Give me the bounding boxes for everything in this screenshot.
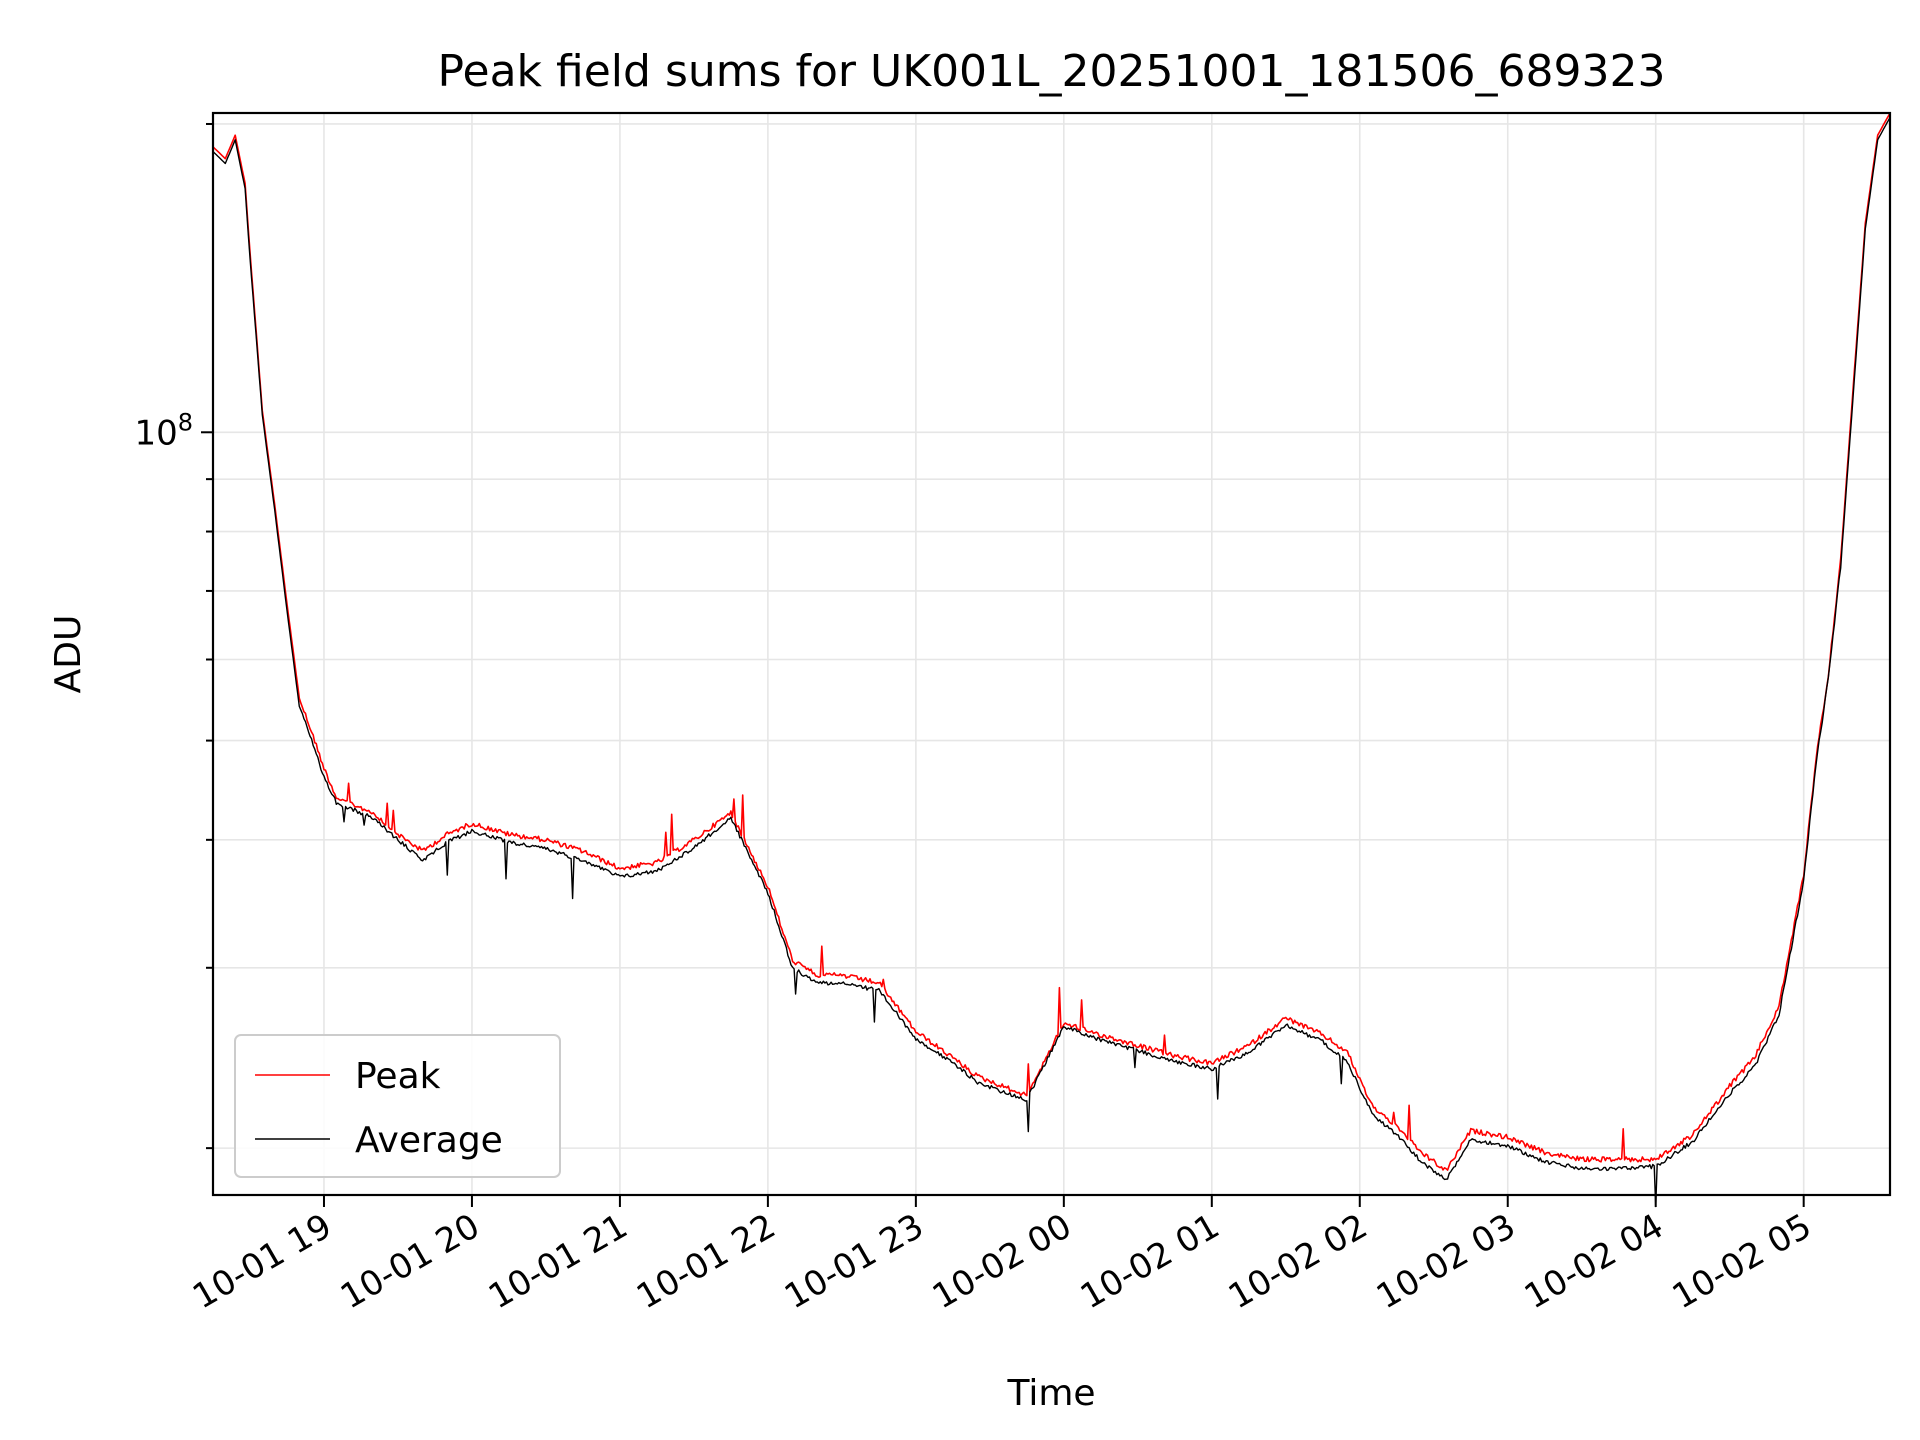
y-axis: 108	[134, 122, 213, 1150]
x-tick-label: 10-02 02	[1222, 1206, 1374, 1317]
x-tick-label: 10-01 19	[186, 1206, 338, 1317]
y-tick-base: 10	[134, 413, 177, 453]
plot-area-frame	[211, 111, 1892, 1197]
chart-title: Peak field sums for UK001L_20251001_1815…	[438, 46, 1666, 97]
x-axis-label: Time	[1006, 1373, 1095, 1414]
x-tick-label: 10-01 21	[482, 1206, 634, 1317]
grid	[213, 113, 1890, 1195]
x-tick-label: 10-02 05	[1666, 1206, 1818, 1317]
legend-label-peak: Peak	[355, 1056, 441, 1097]
x-tick-label: 10-02 01	[1074, 1206, 1226, 1317]
y-tick-exponent: 8	[178, 408, 193, 436]
series-layer	[212, 112, 1891, 1208]
y-tick-label: 108	[134, 408, 193, 453]
y-axis-label: ADU	[48, 615, 89, 694]
x-tick-label: 10-02 00	[926, 1206, 1078, 1317]
legend-label-average: Average	[355, 1120, 503, 1161]
series-line-peak	[212, 112, 1891, 1171]
series-line-average	[212, 117, 1891, 1208]
x-tick-label: 10-01 20	[334, 1206, 486, 1317]
legend: Peak Average	[234, 1034, 561, 1178]
chart-title-text: Peak field sums for UK001L_20251001_1815…	[438, 46, 1666, 97]
x-tick-label: 10-01 23	[778, 1206, 930, 1317]
legend-box	[234, 1034, 561, 1178]
x-tick-label: 10-01 22	[630, 1206, 782, 1317]
x-tick-label: 10-02 03	[1370, 1206, 1522, 1317]
x-tick-label: 10-02 04	[1518, 1206, 1670, 1317]
